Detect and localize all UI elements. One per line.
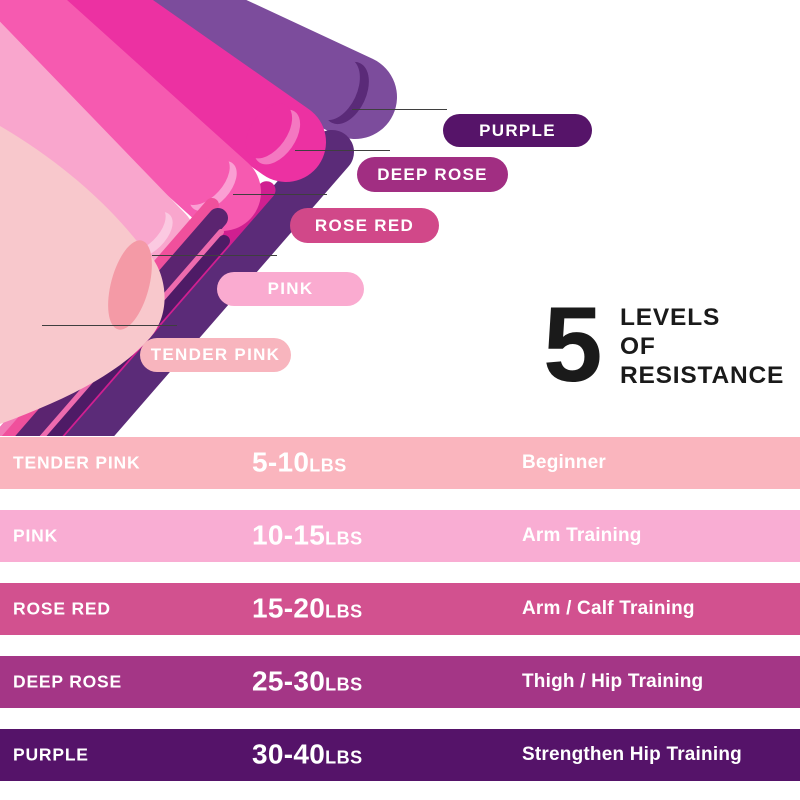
weight-value: 10-15	[252, 519, 326, 551]
training-cell: Thigh / Hip Training	[522, 671, 704, 692]
bands-photo	[0, 0, 397, 436]
weight-unit: LBS	[325, 674, 363, 695]
band-underside-shape-purple	[0, 130, 354, 436]
levels-count: 5	[543, 284, 603, 404]
band-name-cell: PINK	[13, 525, 59, 546]
weight-cell: 30-40LBS	[252, 738, 363, 770]
weight-value: 15-20	[252, 592, 326, 624]
table-row-deep-rose: DEEP ROSE 25-30LBS Thigh / Hip Training	[0, 656, 800, 708]
band-fold-inner-tender-pink	[108, 240, 152, 330]
weight-cell: 10-15LBS	[252, 519, 363, 551]
band-label-purple: PURPLE	[443, 114, 592, 147]
weight-unit: LBS	[325, 747, 363, 768]
band-label-deep-rose: DEEP ROSE	[357, 157, 508, 192]
weight-unit: LBS	[309, 455, 347, 476]
weight-value: 5-10	[252, 446, 310, 478]
hero-section: PURPLE DEEP ROSE ROSE RED PINK TENDER PI…	[0, 0, 784, 436]
band-label-pink: PINK	[217, 272, 364, 306]
band-fold-cover-rose-red	[182, 154, 230, 206]
band-label-text: PINK	[267, 279, 314, 298]
weight-unit: LBS	[325, 601, 363, 622]
headline-line-3: RESISTANCE	[620, 362, 785, 389]
band-shape-purple	[0, 0, 397, 139]
band-fold-cover-purple	[314, 57, 360, 121]
leader-line-purple	[352, 109, 447, 110]
headline-line-1: LEVELS	[620, 304, 721, 331]
band-label-text: TENDER PINK	[150, 345, 281, 364]
leader-line-pink	[152, 255, 277, 256]
weight-cell: 15-20LBS	[252, 592, 363, 624]
band-label-text: DEEP ROSE	[377, 164, 488, 184]
weight-cell: 25-30LBS	[252, 665, 363, 697]
table-row-rose-red: ROSE RED 15-20LBS Arm / Calf Training	[0, 583, 800, 635]
band-pink	[0, 0, 196, 278]
band-shape-rose-red	[0, 0, 262, 231]
band-shape-pink	[0, 0, 196, 278]
leader-line-rose-red	[233, 194, 327, 195]
band-rose-red	[0, 0, 262, 231]
band-name-cell: ROSE RED	[13, 598, 111, 619]
band-name-cell: PURPLE	[13, 744, 89, 765]
leader-line-tender-pink	[42, 325, 177, 326]
levels-headline: LEVELS OF RESISTANCE	[620, 303, 784, 390]
band-deep-rose	[0, 0, 327, 182]
band-underside-purple	[0, 130, 354, 436]
band-shape-tender-pink	[0, 126, 165, 424]
band-name-cell: TENDER PINK	[13, 452, 141, 473]
band-label-text: PURPLE	[479, 120, 556, 140]
weight-value: 30-40	[252, 738, 326, 770]
table-row-purple: PURPLE 30-40LBS Strengthen Hip Training	[0, 729, 800, 781]
training-cell: Strengthen Hip Training	[522, 744, 742, 765]
training-cell: Beginner	[522, 452, 606, 473]
weight-unit: LBS	[325, 528, 363, 549]
table-row-tender-pink: TENDER PINK 5-10LBS Beginner	[0, 437, 800, 489]
leader-line-deep-rose	[295, 150, 390, 151]
band-label-tender-pink: TENDER PINK	[140, 338, 291, 372]
band-label-text: ROSE RED	[314, 215, 415, 235]
band-label-rose-red: ROSE RED	[290, 208, 439, 243]
band-fold-cover-deep-rose	[245, 103, 293, 159]
headline-line-2: OF	[620, 333, 656, 360]
band-name-cell: DEEP ROSE	[13, 671, 122, 692]
band-shape-deep-rose	[0, 0, 327, 182]
table-row-pink: PINK 10-15LBS Arm Training	[0, 510, 800, 562]
band-purple	[0, 0, 397, 139]
weight-value: 25-30	[252, 665, 326, 697]
training-cell: Arm / Calf Training	[522, 598, 695, 619]
weight-cell: 5-10LBS	[252, 446, 347, 478]
training-cell: Arm Training	[522, 525, 642, 546]
